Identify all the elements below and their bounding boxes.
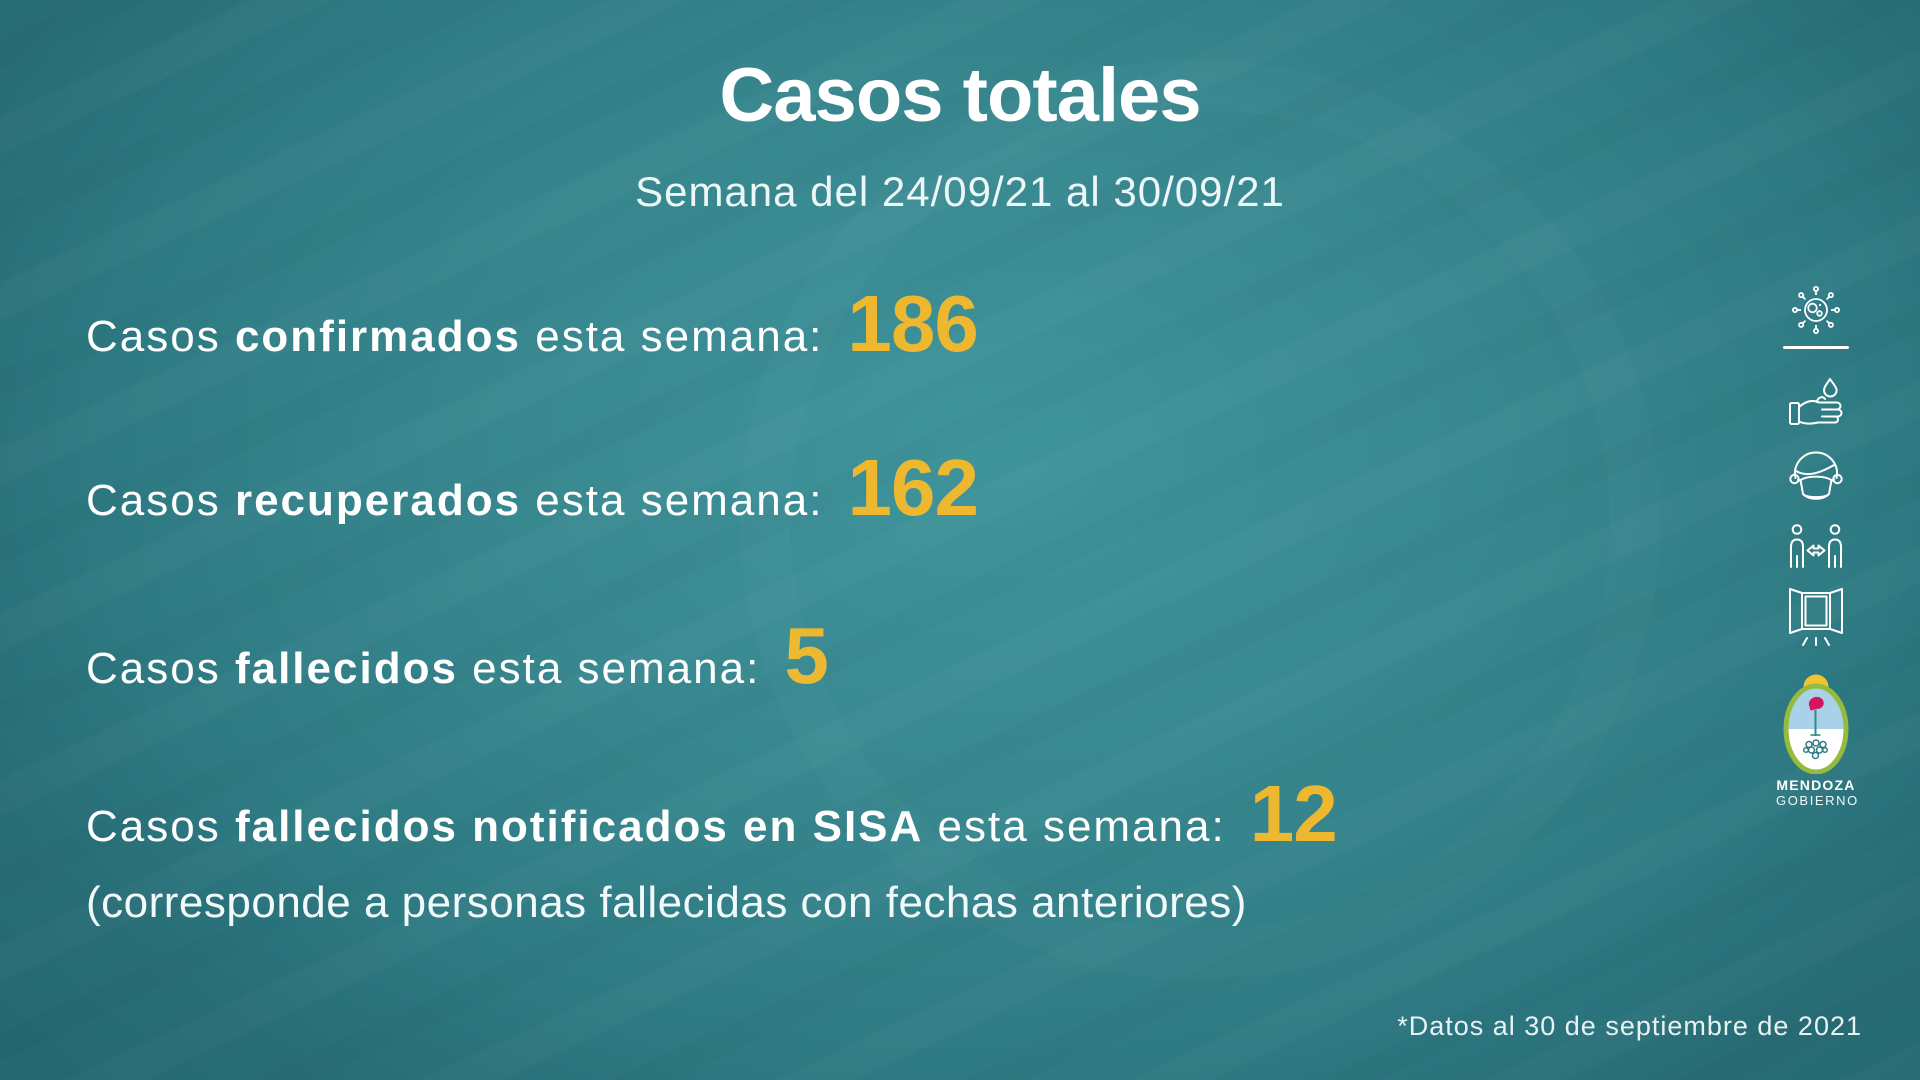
stat-value-sisa: 12 bbox=[1249, 769, 1338, 858]
stat-prefix: Casos bbox=[86, 802, 221, 851]
stat-row-deceased: Casos fallecidos esta semana: 5 bbox=[86, 611, 829, 700]
stat-prefix: Casos bbox=[86, 312, 221, 361]
stat-label-recovered: Casos recuperados esta semana: bbox=[86, 476, 823, 526]
stat-label-confirmed: Casos confirmados esta semana: bbox=[86, 312, 823, 362]
face-mask-icon bbox=[1786, 448, 1846, 508]
stat-prefix: Casos bbox=[86, 644, 221, 693]
hand-washing-icon bbox=[1788, 376, 1844, 430]
logo-name-text: MENDOZA bbox=[1776, 777, 1856, 793]
logo-sub-text: GOBIERNO bbox=[1776, 793, 1859, 808]
stat-highlight: fallecidos notificados en SISA bbox=[234, 802, 924, 851]
stat-highlight: confirmados bbox=[234, 312, 521, 361]
stat-value-confirmed: 186 bbox=[847, 279, 978, 368]
social-distancing-icon bbox=[1786, 522, 1846, 572]
prevention-icon-rail: MENDOZA GOBIERNO bbox=[1766, 0, 1866, 1080]
mendoza-gobierno-logo: MENDOZA GOBIERNO bbox=[1776, 674, 1859, 808]
stat-label-deceased: Casos fallecidos esta semana: bbox=[86, 644, 760, 694]
page-title: Casos totales bbox=[719, 53, 1201, 138]
stat-suffix: esta semana: bbox=[937, 802, 1226, 851]
stat-highlight: recuperados bbox=[234, 476, 522, 525]
sisa-clarification-note: (corresponde a personas fallecidas con f… bbox=[86, 878, 1247, 927]
rail-divider bbox=[1783, 346, 1849, 349]
stat-value-deceased: 5 bbox=[784, 611, 828, 700]
stat-highlight: fallecidos bbox=[234, 644, 458, 693]
stat-suffix: esta semana: bbox=[535, 476, 824, 525]
logo-cap bbox=[1808, 696, 1824, 711]
logo-sun bbox=[1803, 674, 1829, 687]
stat-suffix: esta semana: bbox=[472, 644, 761, 693]
stat-label-sisa: Casos fallecidos notificados en SISA est… bbox=[86, 802, 1226, 852]
stat-value-recovered: 162 bbox=[847, 443, 978, 532]
stat-prefix: Casos bbox=[86, 476, 221, 525]
logo-grapes bbox=[1802, 739, 1829, 760]
ventilation-window-icon bbox=[1785, 588, 1847, 648]
stat-row-confirmed: Casos confirmados esta semana: 186 bbox=[86, 279, 979, 368]
stat-row-sisa: Casos fallecidos notificados en SISA est… bbox=[86, 769, 1338, 858]
page-subtitle: Semana del 24/09/21 al 30/09/21 bbox=[635, 168, 1285, 215]
stat-suffix: esta semana: bbox=[535, 312, 824, 361]
data-date-footnote: *Datos al 30 de septiembre de 2021 bbox=[1397, 1011, 1862, 1041]
coronavirus-icon bbox=[1790, 284, 1842, 336]
stat-row-recovered: Casos recuperados esta semana: 162 bbox=[86, 443, 979, 532]
